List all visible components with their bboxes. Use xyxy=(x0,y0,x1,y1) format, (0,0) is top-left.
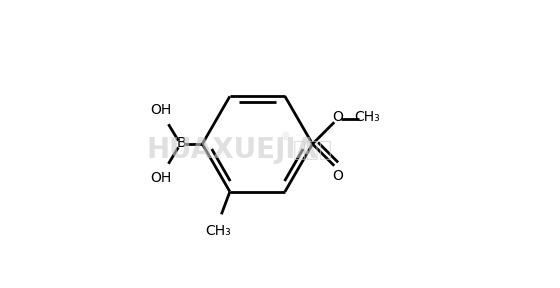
Text: CH₃: CH₃ xyxy=(206,224,231,238)
Text: O: O xyxy=(332,169,343,183)
Text: 化学加: 化学加 xyxy=(292,140,333,160)
Text: ®: ® xyxy=(280,132,290,142)
Text: B: B xyxy=(176,137,186,150)
Text: O: O xyxy=(332,110,343,124)
Text: OH: OH xyxy=(151,171,172,185)
Text: OH: OH xyxy=(151,103,172,117)
Text: HUAXUEJIA: HUAXUEJIA xyxy=(146,136,318,164)
Text: CH₃: CH₃ xyxy=(354,110,380,124)
